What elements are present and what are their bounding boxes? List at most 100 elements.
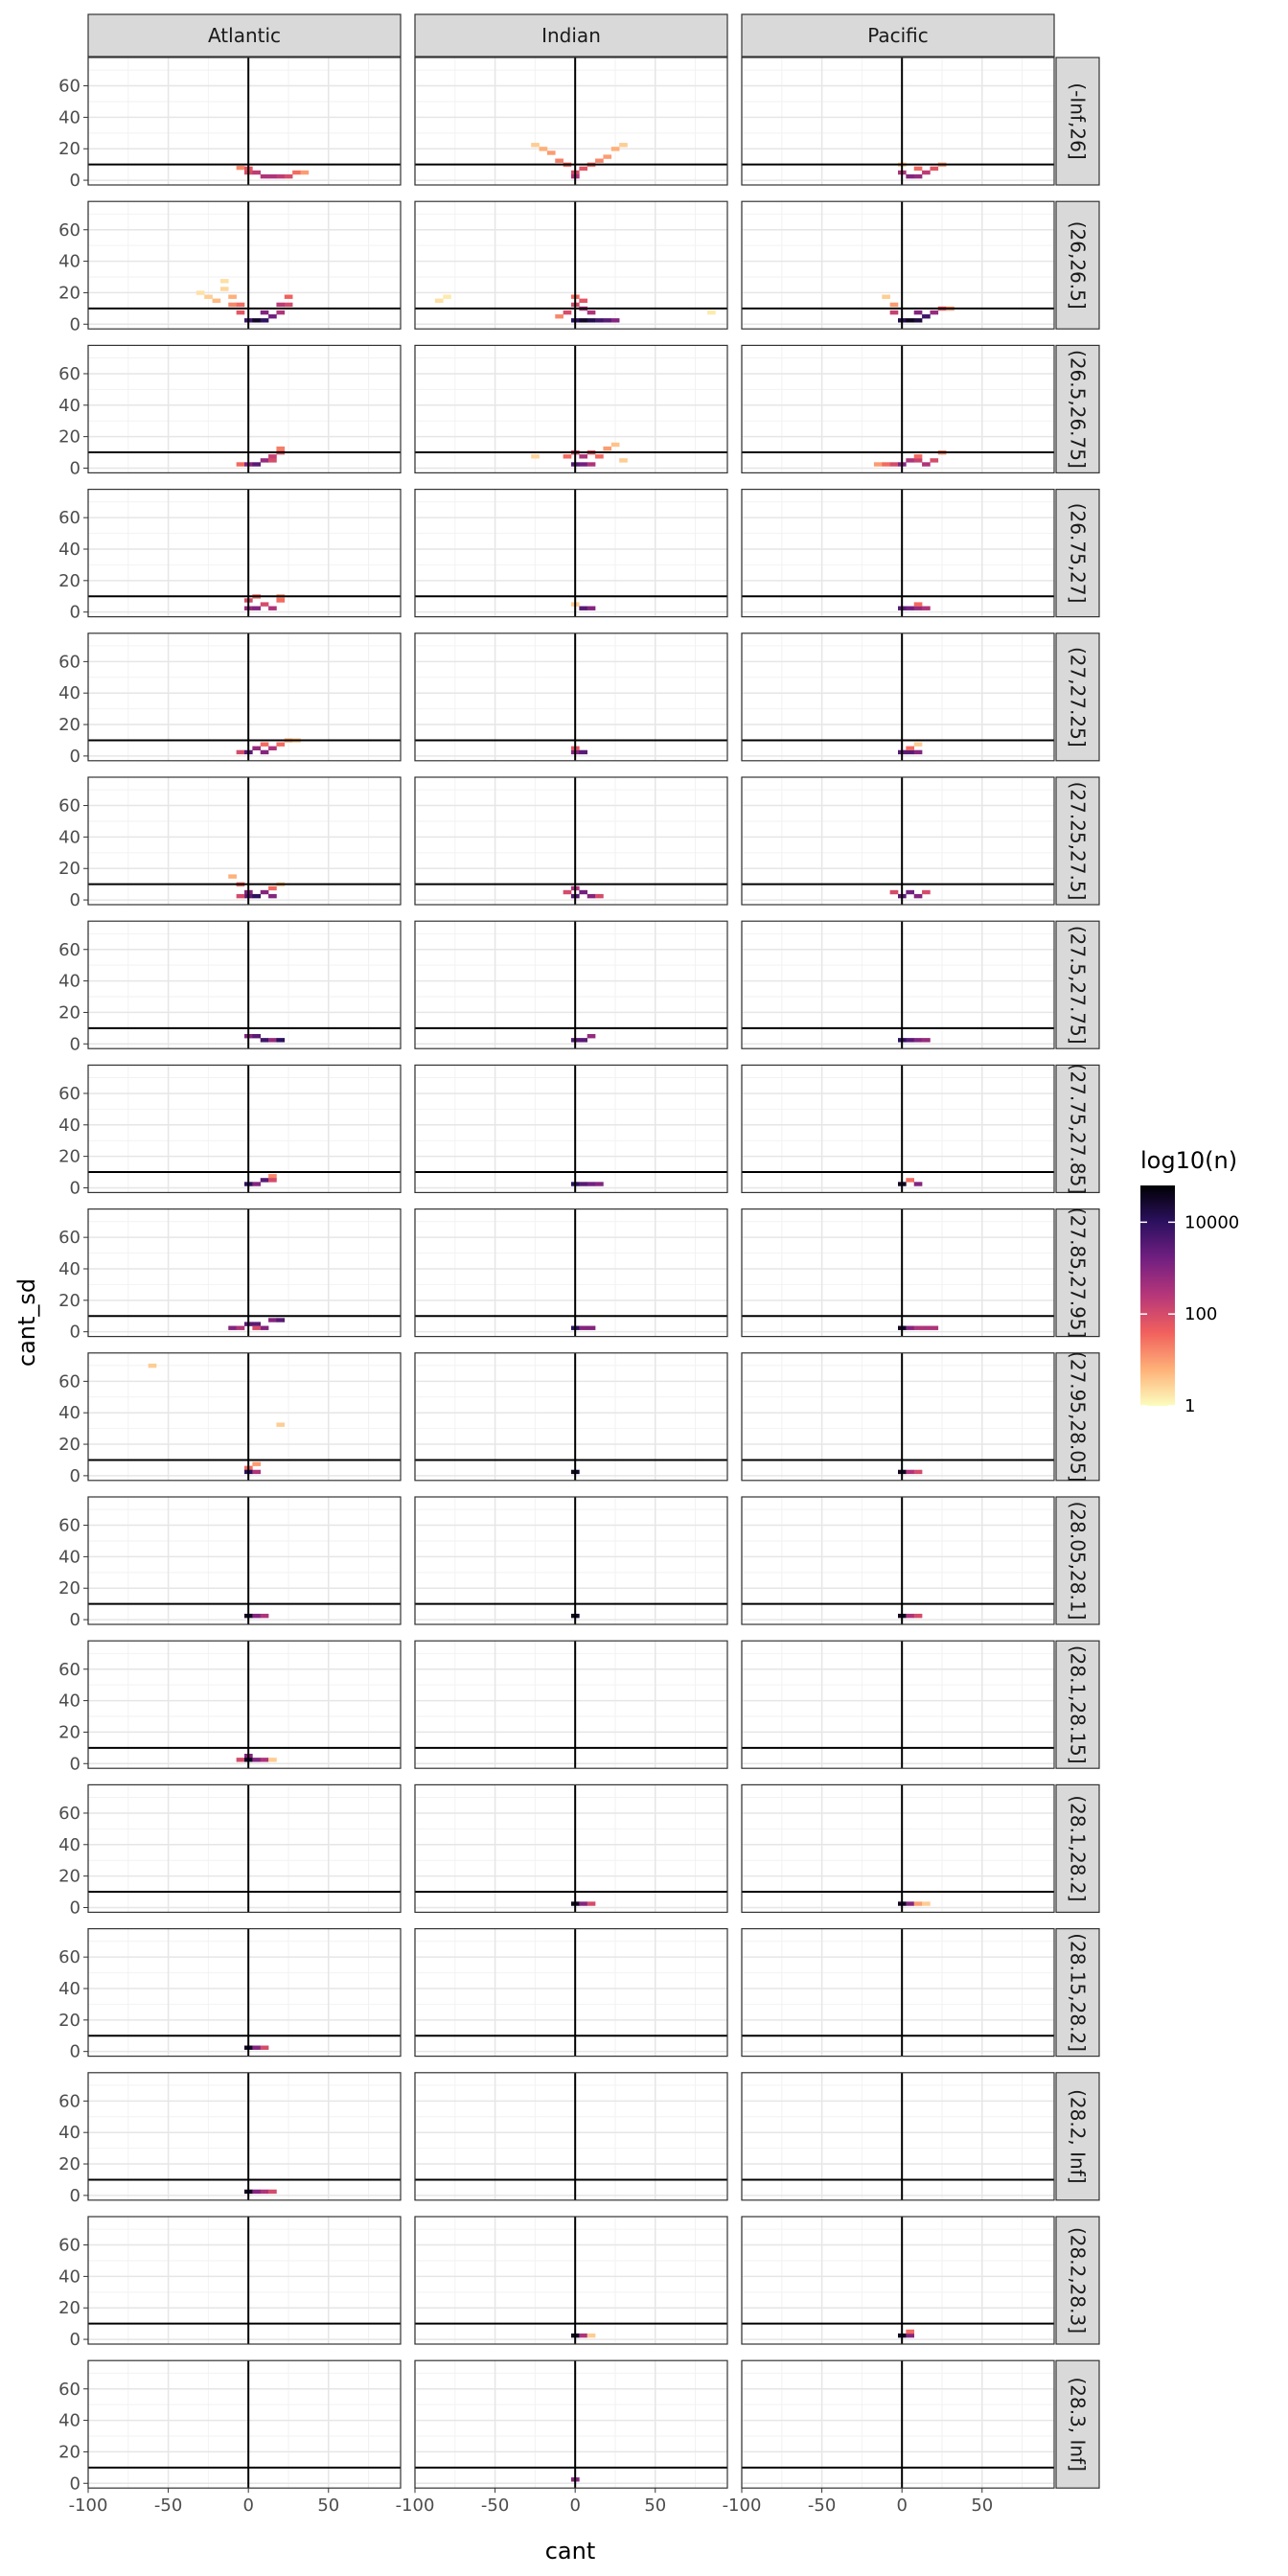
y-tick-label: 60 (58, 364, 80, 384)
y-tick-label: 0 (70, 1322, 80, 1343)
x-tick-label: 0 (896, 2496, 907, 2516)
panel-indian-16 (414, 2216, 728, 2345)
panel-background (742, 2217, 1054, 2344)
y-tick-label: 40 (58, 683, 80, 703)
panel-border (741, 1927, 1055, 2058)
heatmap-tile (252, 606, 262, 610)
heatmap-tile (603, 318, 612, 323)
y-tick-label: 20 (58, 571, 80, 591)
panel-border (87, 200, 402, 330)
heatmap-tile (922, 889, 931, 895)
x-axis-group: -100 -50 0 50 -100 -50 0 50 -100 -50 0 50 (69, 2488, 993, 2516)
panel-border (741, 1496, 1055, 1625)
panel-border (741, 200, 1055, 330)
panel-border (741, 1640, 1055, 1769)
y-axis-group: 0 20 40 60 0 20 40 60 0 20 40 60 0 20 40 60 0 20 40 60 0 20 40… (58, 77, 88, 2494)
panel-border (87, 1208, 402, 1338)
row-strip-label: (28.2,28.3] (1067, 2227, 1090, 2334)
panel-indian-6 (414, 776, 728, 906)
panel-border (87, 920, 402, 1049)
panel-pacific-2 (741, 200, 1055, 330)
heatmap-tile (196, 290, 205, 295)
panel-background (415, 921, 727, 1049)
heatmap-tile (252, 462, 262, 467)
heatmap-tile (260, 602, 269, 607)
y-tick-label: 40 (58, 1259, 80, 1279)
heatmap-tile (276, 742, 286, 747)
heatmap-tile (882, 294, 890, 299)
heatmap-tile (913, 1182, 923, 1186)
y-tick-label: 40 (58, 1116, 80, 1136)
row-strip-label: (28.2, Inf] (1067, 2089, 1090, 2183)
heatmap-tile (610, 442, 620, 448)
panel-background (415, 2360, 727, 2489)
heatmap-tile (284, 173, 293, 179)
row-strip-label: (26,26.5] (1067, 221, 1090, 310)
heatmap-tile (284, 302, 293, 308)
y-tick-label: 40 (58, 252, 80, 272)
panel-pacific-1 (741, 57, 1055, 186)
heatmap-tile (555, 158, 564, 163)
y-tick-label: 0 (70, 1898, 80, 1918)
panel-atlantic-11 (87, 1496, 402, 1625)
y-tick-label: 20 (58, 1002, 80, 1023)
heatmap-tile (930, 458, 939, 463)
heatmap-tile (276, 1038, 286, 1043)
panel-atlantic-14 (87, 1927, 402, 2058)
heatmap-tile (906, 1178, 915, 1183)
heatmap-tile (586, 1901, 596, 1906)
panel-pacific-15 (741, 2072, 1055, 2201)
x-tick-label: -100 (69, 2496, 108, 2516)
heatmap-tile (276, 446, 286, 451)
heatmap-tile (563, 310, 572, 315)
y-tick-label: 20 (58, 1291, 80, 1311)
panel-background (415, 1208, 727, 1337)
row-strip-label: (27.85,27.95] (1067, 1208, 1090, 1338)
panel-pacific-3 (741, 344, 1055, 473)
heatmap-tile (930, 1325, 939, 1330)
panel-pacific-10 (741, 1352, 1055, 1482)
panel-background (742, 1784, 1054, 1913)
y-tick-label: 60 (58, 940, 80, 960)
panel-background (88, 489, 401, 617)
row-strip-label: (27.75,27.85] (1067, 1064, 1090, 1194)
panel-border (87, 776, 402, 906)
heatmap-tile (586, 1325, 596, 1330)
heatmap-tile (913, 1901, 923, 1906)
y-tick-label: 40 (58, 2123, 80, 2143)
heatmap-tile (252, 893, 262, 899)
panel-atlantic-13 (87, 1783, 402, 1914)
y-tick-label: 0 (70, 1178, 80, 1198)
y-tick-label: 60 (58, 2380, 80, 2400)
y-tick-label: 20 (58, 1578, 80, 1598)
panel-indian-5 (414, 632, 728, 762)
legend-label: 1 (1184, 1396, 1195, 1416)
y-tick-label: 0 (70, 1466, 80, 1486)
heatmap-tile (252, 1469, 262, 1475)
x-tick-label: 50 (971, 2496, 993, 2516)
panel-border (741, 1064, 1055, 1194)
heatmap-tile (268, 173, 277, 179)
heatmap-tile (922, 1901, 931, 1906)
heatmap-tile (913, 749, 923, 755)
y-tick-label: 60 (58, 1228, 80, 1248)
panel-background (415, 1065, 727, 1193)
panel-pacific-8 (741, 1064, 1055, 1194)
row-strip-1 (1055, 57, 1100, 186)
panel-border (87, 2359, 402, 2489)
heatmap-tile (260, 2189, 269, 2195)
panel-atlantic-16 (87, 2216, 402, 2345)
heatmap-tile (236, 462, 245, 467)
panel-border (414, 776, 728, 906)
panel-border (741, 489, 1055, 618)
heatmap-tile (260, 458, 269, 463)
heatmap-tile (579, 2333, 588, 2338)
y-tick-label: 40 (58, 540, 80, 560)
panel-background (742, 1928, 1054, 2057)
heatmap-tile (906, 458, 915, 463)
column-strip-atlantic (87, 13, 402, 58)
heatmap-tile (546, 150, 556, 155)
heatmap-tile (268, 1318, 277, 1322)
heatmap-tile (260, 173, 269, 179)
